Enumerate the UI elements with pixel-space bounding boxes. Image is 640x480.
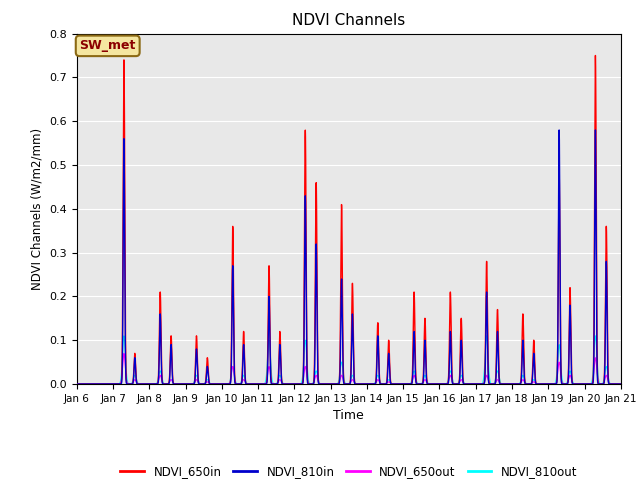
Legend: NDVI_650in, NDVI_810in, NDVI_650out, NDVI_810out: NDVI_650in, NDVI_810in, NDVI_650out, NDV… [116,460,582,480]
X-axis label: Time: Time [333,409,364,422]
Title: NDVI Channels: NDVI Channels [292,13,405,28]
Text: SW_met: SW_met [79,39,136,52]
Y-axis label: NDVI Channels (W/m2/mm): NDVI Channels (W/m2/mm) [31,128,44,290]
